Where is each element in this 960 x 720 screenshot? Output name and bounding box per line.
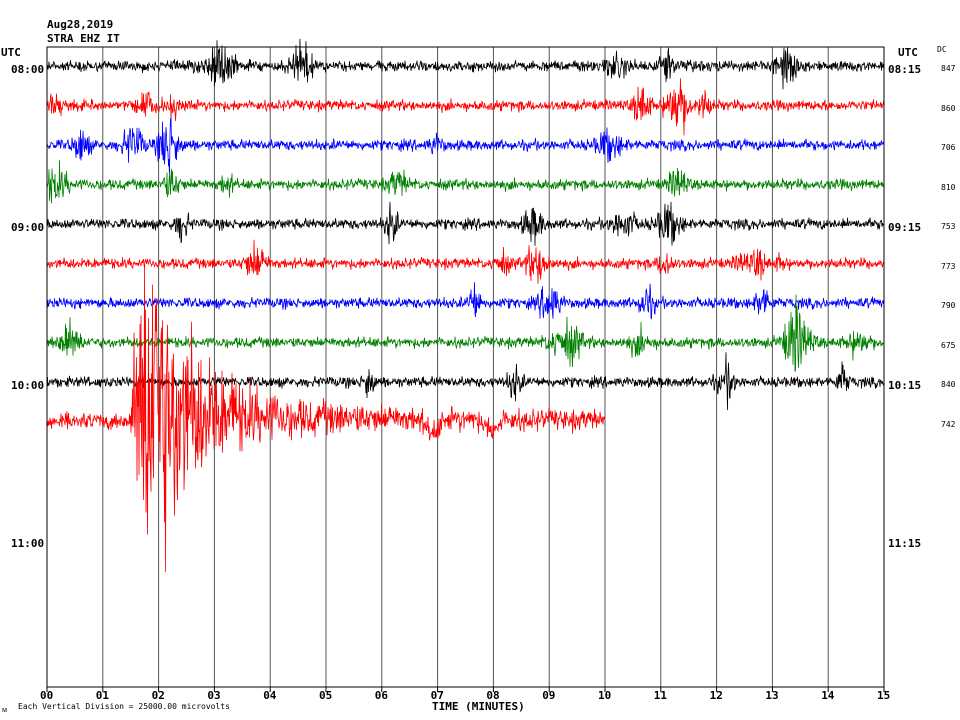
left-utc-title: UTC — [1, 46, 21, 59]
x-tick-label: 02 — [151, 689, 165, 702]
grid-layer — [46, 47, 885, 692]
date-label: Aug28,2019 — [47, 18, 114, 31]
dc-value: 810 — [941, 182, 956, 192]
x-tick-label: 00 — [40, 689, 54, 702]
trace-0930 — [46, 282, 885, 320]
right-time-label: 11:15 — [888, 537, 922, 550]
dc-value: 790 — [941, 301, 956, 310]
trace-0800 — [46, 38, 885, 90]
x-tick-label: 09 — [542, 689, 556, 702]
plot-frame — [46, 46, 885, 688]
dc-value: 753 — [941, 222, 956, 231]
x-tick-label: 15 — [877, 689, 891, 702]
dc-value: 675 — [941, 340, 956, 350]
left-time-label: 09:00 — [11, 221, 45, 234]
trace-0830 — [46, 116, 885, 178]
right-time-label: 10:15 — [888, 379, 922, 392]
trace-1015 — [46, 267, 606, 572]
trace-0900 — [46, 201, 885, 246]
x-axis-label: TIME (MINUTES) — [432, 700, 525, 713]
left-time-label: 11:00 — [11, 537, 45, 550]
dc-value: 742 — [941, 419, 956, 429]
trace-0945 — [46, 294, 885, 373]
station-label: STRA EHZ IT — [47, 32, 120, 45]
x-tick-label: 01 — [95, 689, 110, 702]
trace-layer — [46, 38, 885, 572]
x-tick-label: 10 — [598, 689, 612, 702]
right-time-label: 09:15 — [888, 221, 922, 234]
dc-value: 840 — [941, 380, 956, 389]
x-tick-label: 13 — [765, 689, 779, 702]
dc-value: 860 — [941, 103, 956, 113]
x-tick-label: 07 — [430, 689, 444, 702]
scale-note: Each Vertical Division = 25000.00 microv… — [18, 702, 230, 711]
x-tick-label: 12 — [709, 689, 723, 702]
trace-0845 — [46, 160, 885, 204]
right-time-label: 08:15 — [888, 63, 922, 76]
corner-mark: ᴍ — [2, 705, 8, 714]
dc-value: 773 — [941, 261, 956, 271]
x-tick-label: 05 — [319, 689, 333, 702]
x-tick-label: 06 — [374, 689, 389, 702]
trace-0915 — [46, 239, 885, 284]
left-time-label: 08:00 — [11, 63, 45, 76]
x-tick-label: 08 — [486, 689, 500, 702]
x-tick-label: 04 — [263, 689, 277, 702]
x-tick-label: 14 — [821, 689, 835, 702]
x-tick-label: 11 — [653, 689, 668, 702]
right-utc-title: UTC — [898, 46, 918, 59]
left-time-label: 10:00 — [11, 379, 45, 392]
dc-title: DC — [937, 45, 947, 54]
x-tick-label: 03 — [207, 689, 221, 702]
dc-value: 847 — [941, 64, 956, 73]
dc-value: 706 — [941, 143, 956, 152]
trace-0815 — [46, 78, 885, 136]
